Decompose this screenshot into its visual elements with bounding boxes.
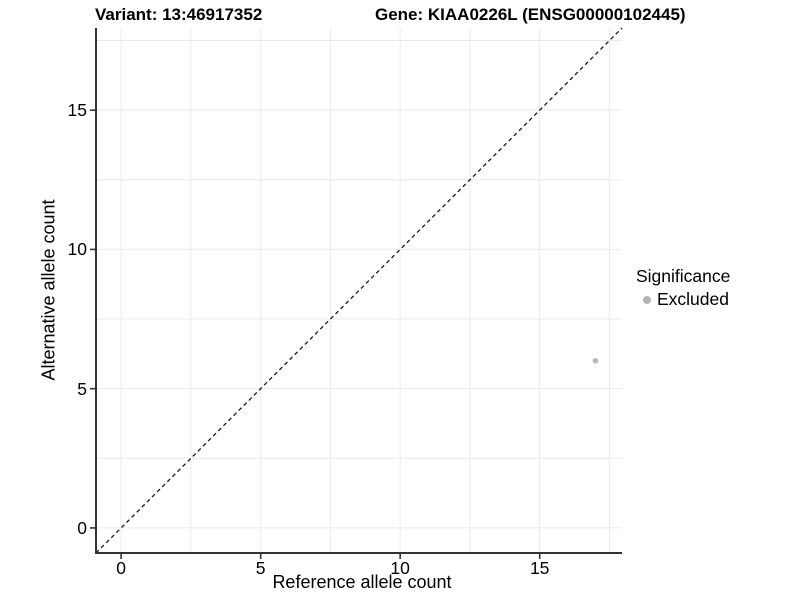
y-tick-label: 0 [77,517,87,538]
legend-item-label: Excluded [657,289,729,309]
legend-item-excluded: Excluded [636,289,730,310]
legend: Significance Excluded [636,266,730,310]
x-tick-label: 10 [390,558,410,578]
y-axis-title: Alternative allele count [38,199,59,381]
plot-title-variant: Variant: 13:46917352 [95,5,263,24]
plot-title-gene: Gene: KIAA0226L (ENSG00000102445) [375,5,686,24]
legend-title: Significance [636,266,731,286]
x-tick-label: 15 [529,558,550,578]
x-tick-label: 0 [116,558,126,578]
y-tick-label: 10 [67,239,87,260]
x-axis-title: Reference allele count [272,572,452,592]
y-tick-label: 5 [77,378,87,399]
identity-line [95,27,623,554]
x-tick-label: 5 [255,558,266,578]
data-point [592,358,599,364]
legend-point-icon [643,295,651,304]
y-tick-label: 15 [67,100,87,121]
